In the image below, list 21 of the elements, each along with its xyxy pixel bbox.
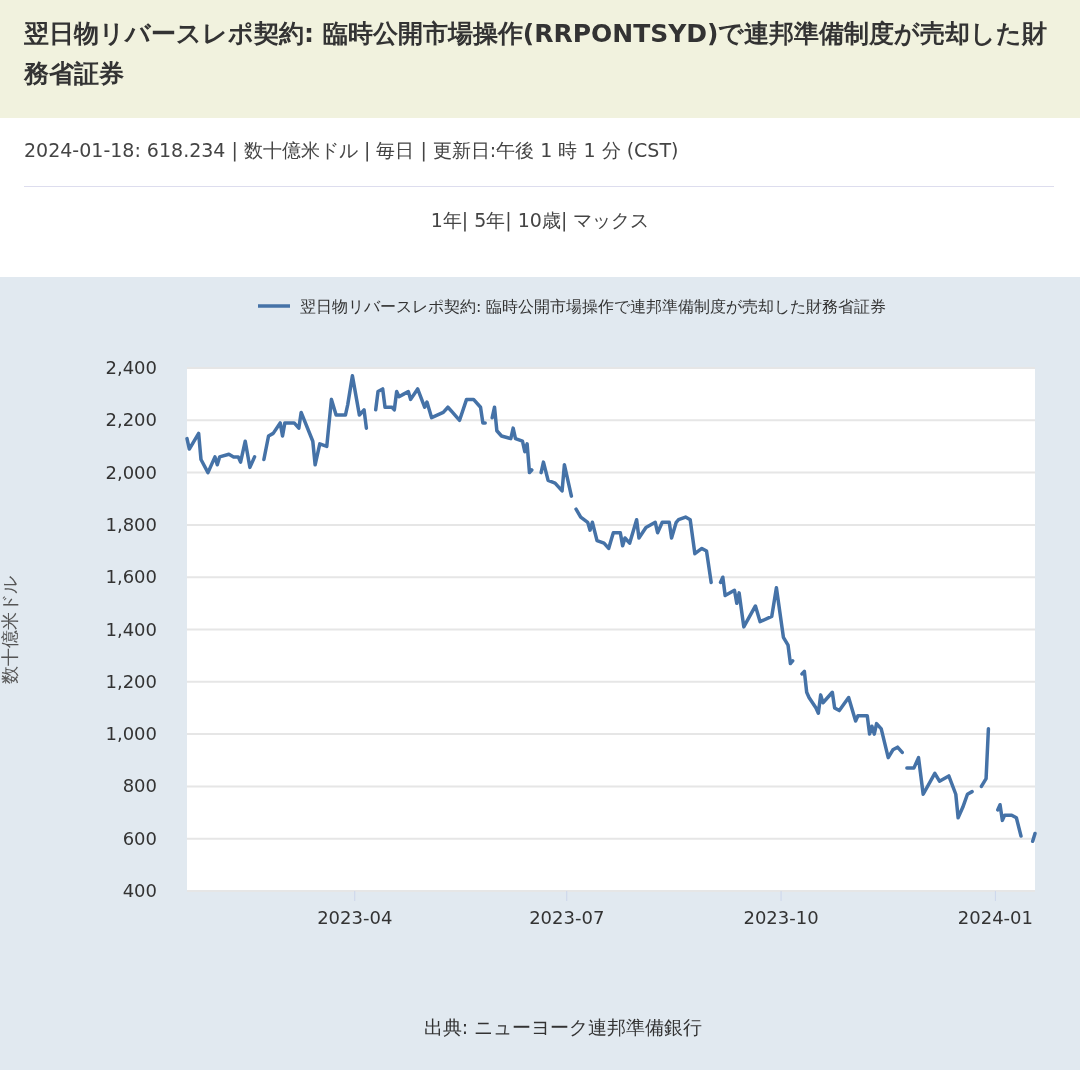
y-tick-label: 800 <box>122 775 157 797</box>
y-tick-label: 2,200 <box>105 409 157 431</box>
y-tick-label: 1,400 <box>105 618 157 640</box>
y-tick-label: 1,800 <box>105 513 157 535</box>
x-tick-label: 2023-04 <box>317 907 393 928</box>
x-tick-label: 2023-07 <box>529 907 605 928</box>
y-tick-label: 2,000 <box>105 461 157 483</box>
text: 1年| 5年| 10歳| マックス <box>429 208 651 234</box>
y-axis-title: 数十億米ドル <box>0 575 20 684</box>
chart-title: 翌日物リバースレポ契約: 臨時公開市場操作(RRPONTSYD)で連邦準備制度が売却した財務省証券 <box>24 18 1049 90</box>
y-tick-label: 400 <box>122 880 157 901</box>
legend-label: 翌日物リバースレポ契約: 臨時公開市場操作で連邦準備制度が売却した財務省証券 <box>300 297 887 316</box>
y-tick-label: 1,600 <box>105 566 157 588</box>
y-tick-label: 1,200 <box>105 670 157 692</box>
source-note: 出典: ニューヨーク連邦準備銀行 <box>423 1016 703 1038</box>
chart-subtitle: 2024-01-18: 618.234 | 数十億米ドル | 毎日 | 更新日:午後 1 時 1 分 (CST) <box>24 138 679 164</box>
y-tick-label: 1,000 <box>105 723 157 745</box>
y-tick-label: 600 <box>122 827 157 849</box>
x-tick-label: 2024-01 <box>957 907 1034 928</box>
y-tick-label: 2,400 <box>105 357 157 378</box>
x-tick-label: 2023-10 <box>743 907 819 928</box>
